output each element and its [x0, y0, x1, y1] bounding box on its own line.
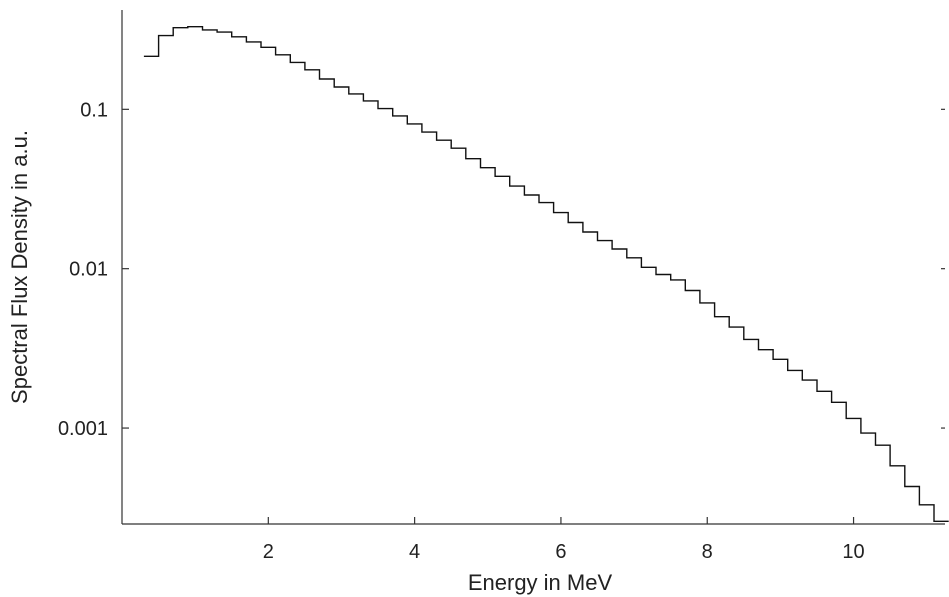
axes [121, 10, 945, 525]
x-tick-label: 10 [842, 541, 864, 563]
y-axis-title: Spectral Flux Density in a.u. [7, 130, 32, 404]
y-tick-label: 0.001 [58, 418, 108, 440]
x-tick-label: 2 [263, 541, 274, 563]
series-group [143, 26, 949, 522]
spectrum-step-line [143, 26, 949, 522]
x-axis-title: Energy in MeV [468, 570, 613, 595]
x-tick-label: 8 [702, 541, 713, 563]
x-ticks: 2 4 6 8 10 [263, 517, 865, 563]
x-tick-label: 4 [409, 541, 420, 563]
x-tick-label: 6 [555, 541, 566, 563]
y-ticks: 0.001 0.01 0.1 [58, 99, 945, 440]
y-tick-label: 0.01 [69, 259, 108, 281]
y-tick-label: 0.1 [80, 99, 108, 121]
